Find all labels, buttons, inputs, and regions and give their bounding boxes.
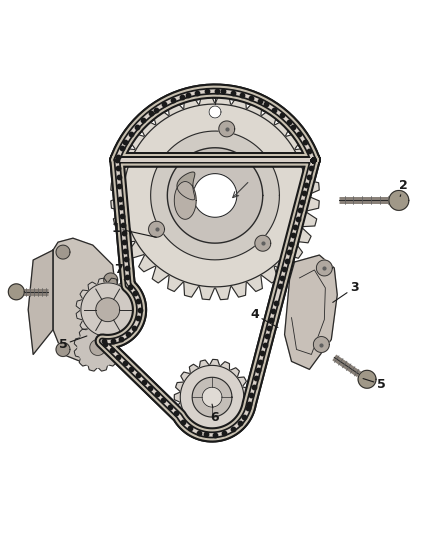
Polygon shape [202, 387, 222, 407]
Polygon shape [193, 174, 237, 217]
Polygon shape [316, 260, 332, 276]
Polygon shape [285, 255, 337, 369]
Polygon shape [177, 172, 195, 200]
Polygon shape [8, 284, 24, 300]
Polygon shape [90, 340, 106, 356]
Polygon shape [56, 343, 70, 357]
Polygon shape [81, 283, 134, 336]
Polygon shape [104, 273, 118, 287]
Polygon shape [389, 190, 409, 211]
Polygon shape [219, 121, 235, 137]
Text: 1: 1 [111, 222, 156, 237]
Polygon shape [28, 250, 53, 354]
Polygon shape [174, 182, 196, 219]
Polygon shape [148, 221, 164, 237]
Text: 5: 5 [59, 336, 87, 351]
Polygon shape [174, 359, 250, 435]
Polygon shape [78, 328, 118, 367]
Text: 2: 2 [399, 179, 408, 197]
Polygon shape [111, 91, 319, 300]
Text: 4: 4 [251, 308, 278, 328]
Polygon shape [255, 235, 271, 251]
Polygon shape [314, 336, 329, 352]
Polygon shape [124, 104, 307, 287]
Text: 5: 5 [363, 378, 385, 391]
Text: 7: 7 [114, 263, 128, 286]
Polygon shape [180, 365, 244, 429]
Polygon shape [167, 148, 263, 243]
Polygon shape [56, 245, 70, 259]
Polygon shape [53, 238, 116, 365]
Polygon shape [74, 324, 121, 371]
Polygon shape [209, 106, 221, 118]
Polygon shape [151, 131, 279, 260]
Polygon shape [358, 370, 376, 388]
Text: 6: 6 [211, 404, 219, 424]
Polygon shape [76, 278, 139, 341]
Polygon shape [192, 377, 232, 417]
Polygon shape [96, 298, 120, 321]
Text: 3: 3 [333, 281, 358, 302]
